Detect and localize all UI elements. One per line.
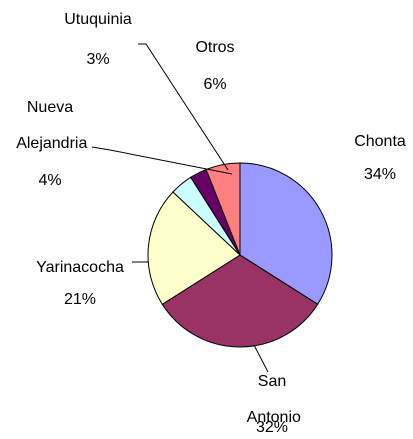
value-label: 6% — [203, 76, 226, 93]
slice-label: San Antonio — [243, 373, 301, 426]
pie-slice — [205, 162, 241, 256]
value-label: 21% — [64, 291, 96, 308]
slice-label: Utuquinia — [64, 11, 132, 28]
label-line: Alejandria — [13, 135, 88, 152]
value-label: 32% — [256, 419, 288, 436]
slice-label: Otros — [195, 39, 234, 56]
pie-slice — [239, 162, 333, 305]
leader-line — [253, 344, 269, 373]
slice-label: Nueva Alejandria — [13, 99, 88, 152]
slice-label: Yarinacocha — [36, 259, 124, 276]
pie-slice — [147, 191, 241, 305]
slice-label: Chonta — [354, 133, 406, 150]
label-line: Antonio — [243, 409, 301, 426]
value-label: 3% — [86, 51, 109, 68]
pie-slice — [161, 254, 319, 348]
leader-line — [91, 146, 233, 175]
label-line: Nueva — [27, 99, 73, 116]
label-line: San — [258, 373, 286, 390]
value-label: 34% — [364, 166, 396, 183]
leader-line — [138, 43, 229, 171]
value-label: 4% — [38, 172, 61, 189]
